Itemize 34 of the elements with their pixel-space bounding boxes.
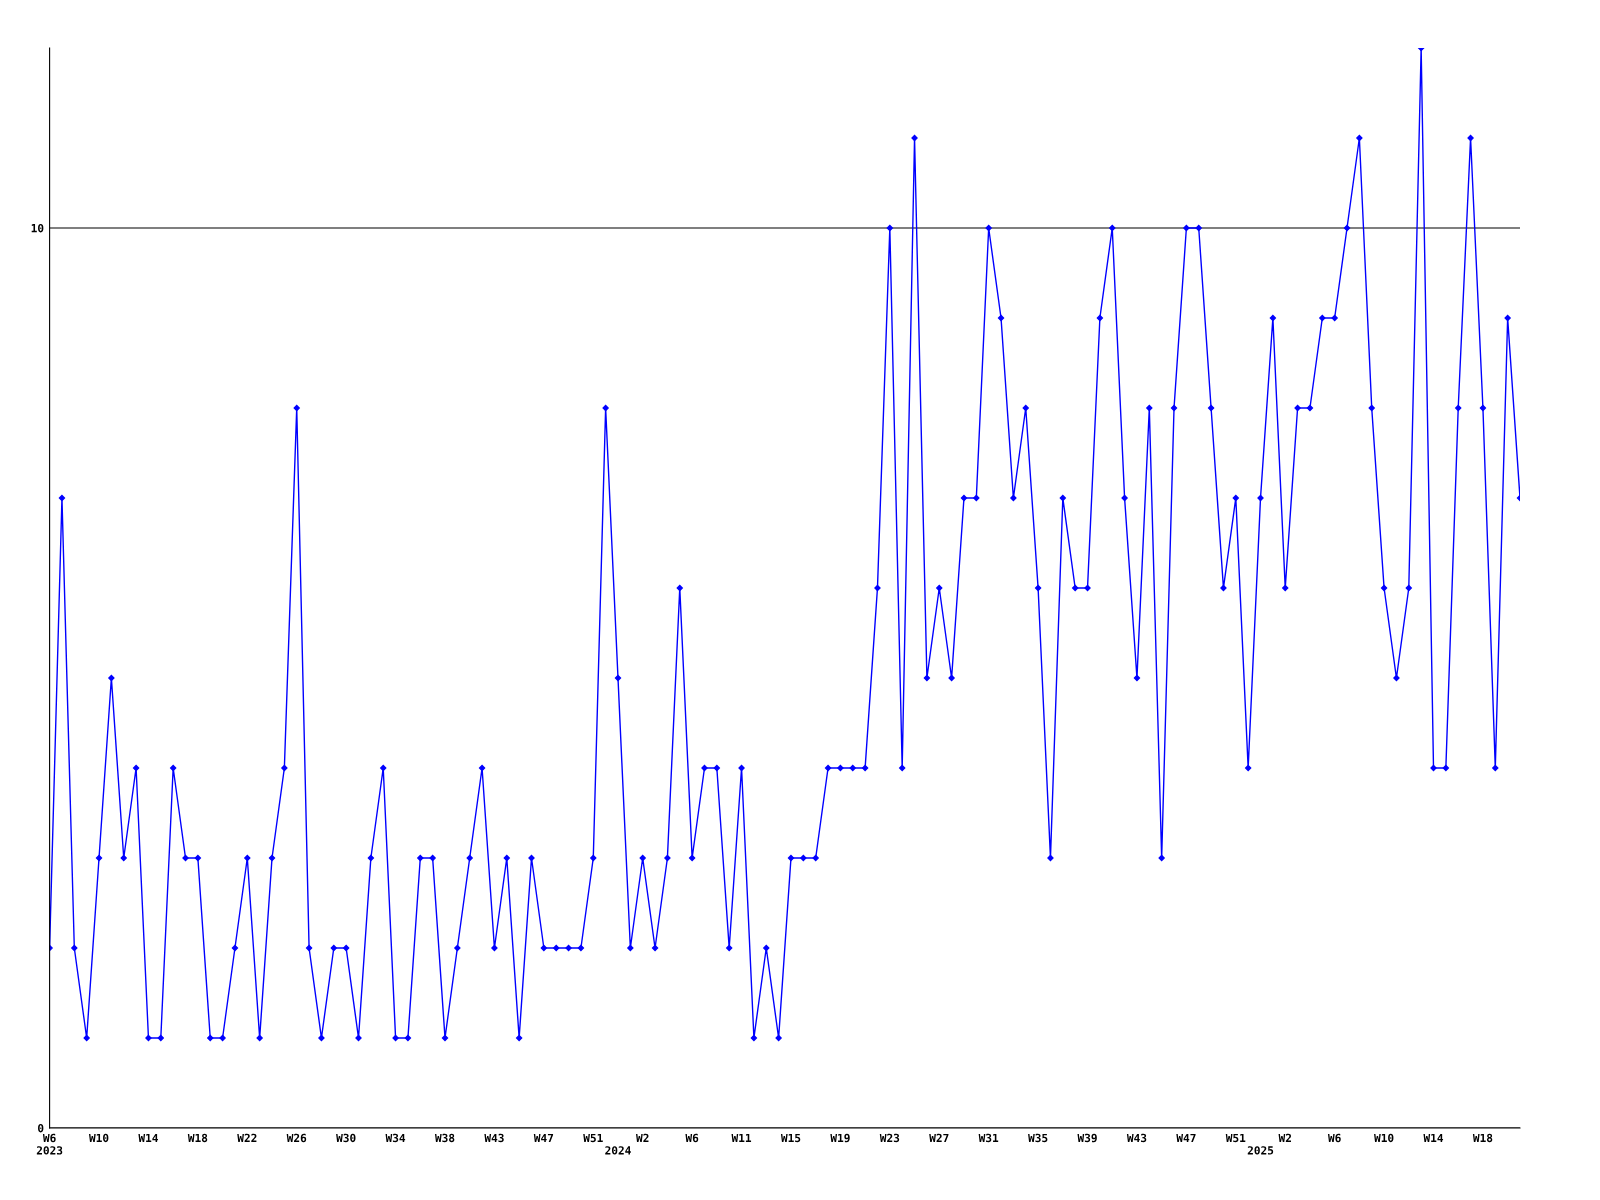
x-tick-label: W43 [484,1133,504,1143]
x-tick-label: W35 [1028,1133,1048,1143]
x-tick-label: W47 [1176,1133,1196,1142]
x-tick-label: W22 [237,1133,257,1142]
x-tick-label: W2 [1278,1133,1291,1142]
x-tick-label: W27 [929,1133,949,1142]
x-tick-label: W6 2023 [36,1133,63,1155]
x-tick-label: 2024 [605,1146,631,1155]
x-tick-label: W38 [434,1133,455,1143]
x-tick-label: W30 [336,1133,356,1143]
x-tick-label: W39 [1077,1133,1097,1143]
x-tick-label: W31 [978,1133,999,1143]
y-tick-label: 10 [31,223,44,233]
x-tick-label: W6 [685,1133,699,1143]
x-tick-label: W14 [1423,1133,1444,1142]
x-tick-label: W11 [731,1133,752,1142]
x-tick-label: W19 [830,1133,850,1143]
x-tick-label: W23 [879,1133,900,1143]
x-tick-label: 2025 [1247,1146,1274,1155]
x-tick-label: W2 [636,1133,649,1142]
x-tick-label: W10 [1374,1133,1394,1143]
x-tick-label: W51 [583,1133,603,1143]
x-tick-label: W10 [88,1133,109,1143]
x-tick-label: W51 [1225,1133,1246,1143]
y-tick-label: 0 [38,1123,44,1133]
x-tick-label: W14 [138,1133,158,1142]
x-tick-label: W18 [187,1133,208,1143]
x-tick-label: W43 [1126,1133,1147,1143]
x-tick-label: W15 [780,1133,801,1143]
x-tick-label: W6 [1327,1133,1341,1143]
x-tick-label: W47 [533,1133,554,1142]
x-tick-label: W18 [1472,1133,1493,1143]
x-tick-label: W34 [385,1133,406,1143]
x-tick-label: W26 [286,1133,307,1143]
